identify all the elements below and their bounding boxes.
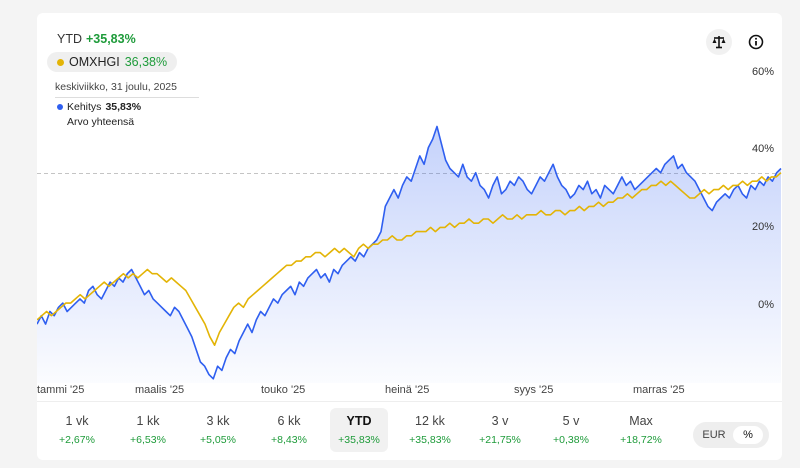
- range-12m[interactable]: 12 kk +35,83%: [401, 408, 459, 452]
- range-value: +8,43%: [271, 434, 307, 446]
- range-label: 1 vk: [65, 414, 89, 428]
- toggle-eur[interactable]: EUR: [702, 429, 726, 441]
- range-label: 6 kk: [277, 414, 301, 428]
- chart-card: YTD +35,83% OMXHGI 36,38% keskiviikko, 31…: [37, 13, 782, 460]
- range-5y[interactable]: 5 v +0,38%: [542, 408, 600, 452]
- range-value: +0,38%: [553, 434, 589, 446]
- index-value: 36,38%: [124, 55, 168, 69]
- tooltip-series-label: Kehitys: [67, 101, 102, 113]
- tooltip-total-label: Arvo yhteensä: [67, 116, 135, 128]
- x-tick-label: touko '25: [261, 384, 306, 396]
- range-selector: 1 vk +2,67% 1 kk +6,53% 3 kk +5,05% 6 kk…: [37, 401, 782, 460]
- range-3y[interactable]: 3 v +21,75%: [471, 408, 529, 452]
- y-tick-label: 60%: [751, 66, 774, 78]
- tooltip-series-value: 35,83%: [105, 101, 142, 113]
- index-legend-pill[interactable]: OMXHGI 36,38%: [47, 52, 178, 72]
- series-line-kehitys: [37, 125, 782, 380]
- range-label: 12 kk: [415, 414, 445, 428]
- range-value: +18,72%: [620, 434, 662, 446]
- range-value: +21,75%: [479, 434, 521, 446]
- series-dot-icon: [57, 104, 63, 110]
- ytd-value: +35,83%: [86, 32, 136, 46]
- range-3m[interactable]: 3 kk +5,05%: [189, 408, 247, 452]
- range-value: +5,05%: [200, 434, 236, 446]
- range-ytd[interactable]: YTD +35,83%: [330, 408, 388, 452]
- range-label: 1 kk: [136, 414, 160, 428]
- chart-tooltip: keskiviikko, 31 joulu, 2025 Kehitys 35,8…: [53, 79, 201, 139]
- range-1m[interactable]: 1 kk +6,53%: [119, 408, 177, 452]
- ytd-label: YTD: [57, 32, 82, 46]
- performance-chart[interactable]: [37, 13, 782, 383]
- index-name: OMXHGI: [69, 55, 120, 69]
- range-label: YTD: [346, 414, 372, 428]
- tooltip-series-row: Kehitys 35,83%: [57, 101, 201, 113]
- info-button[interactable]: [743, 29, 769, 55]
- y-tick-label: 20%: [751, 221, 774, 233]
- range-label: 3 v: [491, 414, 509, 428]
- range-value: +2,67%: [59, 434, 95, 446]
- y-tick-label: 40%: [751, 143, 774, 155]
- ytd-summary: YTD +35,83%: [57, 32, 136, 46]
- series-line-omxhgi: [37, 172, 782, 346]
- index-dot-icon: [57, 58, 64, 66]
- scale-icon: [712, 36, 726, 49]
- y-tick-label: 0%: [758, 299, 774, 311]
- toggle-percent[interactable]: %: [733, 426, 763, 444]
- range-value: +35,83%: [338, 434, 380, 446]
- x-tick-label: heinä '25: [385, 384, 430, 396]
- currency-toggle[interactable]: EUR %: [693, 422, 769, 448]
- range-value: +6,53%: [130, 434, 166, 446]
- range-label: Max: [629, 414, 653, 428]
- range-max[interactable]: Max +18,72%: [612, 408, 670, 452]
- range-value: +35,83%: [409, 434, 451, 446]
- series-area-kehitys: [37, 126, 781, 383]
- range-label: 3 kk: [206, 414, 230, 428]
- range-1w[interactable]: 1 vk +2,67%: [48, 408, 106, 452]
- range-label: 5 v: [562, 414, 580, 428]
- info-icon: [748, 34, 764, 50]
- tooltip-divider: [55, 97, 199, 98]
- x-tick-label: tammi '25: [37, 384, 85, 396]
- x-tick-label: syys '25: [514, 384, 554, 396]
- x-tick-label: marras '25: [633, 384, 685, 396]
- range-6m[interactable]: 6 kk +8,43%: [260, 408, 318, 452]
- tooltip-date: keskiviikko, 31 joulu, 2025: [55, 81, 177, 93]
- compare-button[interactable]: [706, 29, 732, 55]
- x-tick-label: maalis '25: [135, 384, 185, 396]
